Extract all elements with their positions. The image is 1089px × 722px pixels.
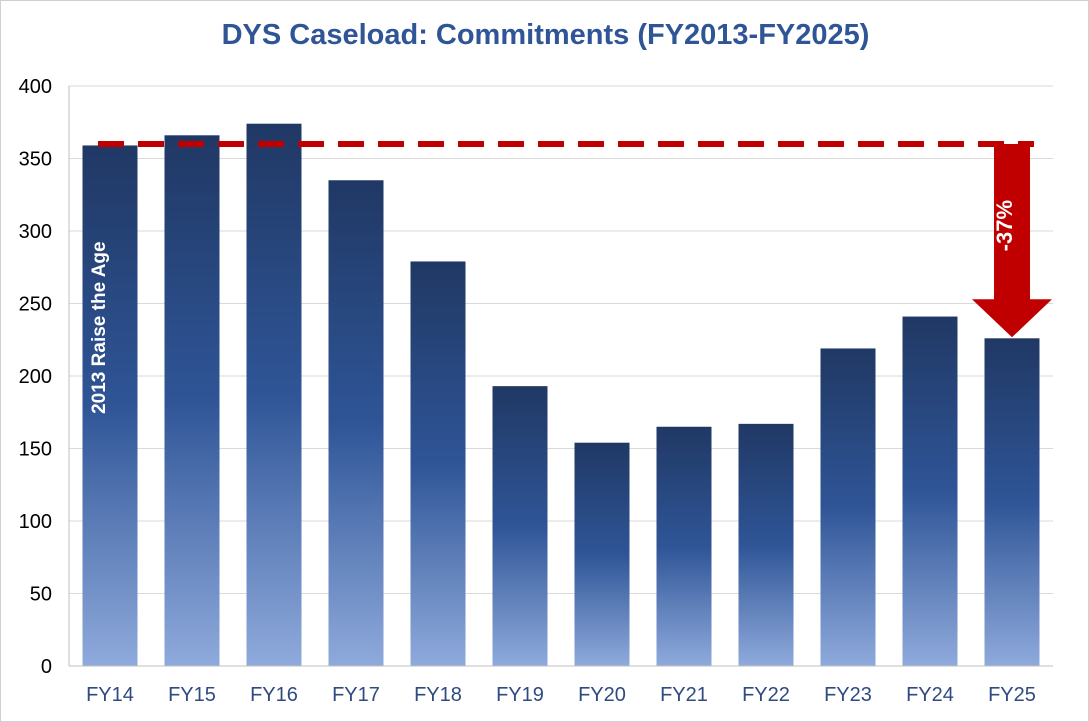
bar-fy23 [820, 348, 876, 666]
percent-change-label: -37% [992, 200, 1017, 251]
x-tick-label: FY25 [988, 684, 1036, 706]
x-tick-label: FY16 [250, 684, 298, 706]
y-tick-label: 50 [30, 584, 52, 606]
bar-fy18 [410, 261, 466, 666]
x-tick-label: FY18 [414, 684, 462, 706]
x-tick-label: FY22 [742, 684, 790, 706]
x-tick-label: FY23 [824, 684, 872, 706]
x-tick-label: FY24 [906, 684, 954, 706]
y-tick-label: 300 [19, 221, 52, 243]
y-tick-label: 350 [19, 149, 52, 171]
x-tick-label: FY14 [86, 684, 134, 706]
bar-fy20 [574, 442, 630, 666]
bar-fy21 [656, 426, 712, 666]
raise-the-age-label: 2013 Raise the Age [89, 241, 110, 414]
gridlines [69, 85, 1053, 594]
bar-fy24 [902, 316, 958, 666]
x-tick-label: FY21 [660, 684, 708, 706]
decrease-arrow [972, 144, 1052, 338]
bar-fy14 [82, 145, 138, 666]
y-tick-label: 400 [19, 76, 52, 98]
bar-fy25 [984, 338, 1040, 666]
y-tick-label: 100 [19, 511, 52, 533]
bar-fy15 [164, 135, 220, 667]
x-tick-label: FY19 [496, 684, 544, 706]
annotations: 2013 Raise the Age -37% [89, 141, 1052, 414]
x-tick-label: FY15 [168, 684, 216, 706]
y-tick-label: 200 [19, 366, 52, 388]
y-tick-label: 0 [41, 656, 52, 678]
y-tick-label: 150 [19, 439, 52, 461]
x-tick-label: FY17 [332, 684, 380, 706]
axes: 0 50 100 150 200 250 300 350 400 FY14 FY15 FY16 FY17… [19, 76, 1053, 706]
x-tick-label: FY20 [578, 684, 626, 706]
bars [82, 123, 1040, 667]
bar-fy22 [738, 423, 794, 666]
y-tick-label: 250 [19, 294, 52, 316]
bar-fy19 [492, 386, 548, 666]
bar-fy17 [328, 180, 384, 666]
chart-title: DYS Caseload: Commitments (FY2013-FY2025… [221, 19, 870, 51]
bar-fy16 [246, 123, 302, 666]
